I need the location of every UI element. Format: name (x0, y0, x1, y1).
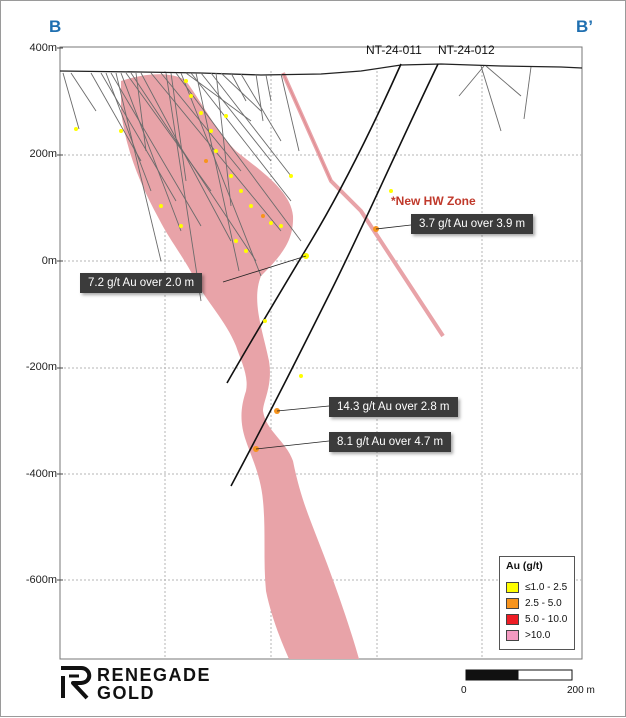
topography-line (59, 63, 583, 76)
drill-hole-nt-24-012 (230, 63, 439, 487)
assay-callout: 7.2 g/t Au over 2.0 m (80, 273, 203, 293)
callout-leaders (222, 224, 412, 450)
scale-start-label: 0 (461, 685, 467, 696)
legend-swatch (506, 629, 519, 641)
legend-item-label: ≤1.0 - 2.5 (525, 581, 568, 593)
logo-text-gold: GOLD (97, 683, 155, 703)
assay-callout: 3.7 g/t Au over 3.9 m (411, 214, 534, 234)
section-start-label: B (49, 17, 62, 36)
y-axis-label: -200m (25, 361, 57, 373)
hw-zone-label: *New HW Zone (391, 194, 476, 208)
legend-item: ≤1.0 - 2.5 (506, 581, 567, 593)
legend-item-label: 5.0 - 10.0 (525, 613, 568, 625)
drill-hole-nt-24-011 (226, 63, 402, 384)
drill-hole-label: NT-24-011 (366, 43, 422, 57)
drill-hole-label: NT-24-012 (438, 43, 495, 57)
legend-item-label: >10.0 (525, 629, 551, 641)
legend-swatch (506, 597, 519, 609)
y-axis-ticks (57, 47, 63, 581)
legend-title: Au (g/t) (506, 560, 543, 572)
legend-item: >10.0 (506, 629, 550, 641)
historic-drill-holes (62, 65, 532, 302)
legend-swatch (506, 581, 519, 593)
y-axis-label: -400m (25, 468, 57, 480)
legend-swatch (506, 613, 519, 625)
y-axis-label: -600m (25, 574, 57, 586)
grade-legend: Au (g/t) ≤1.0 - 2.5 2.5 - 5.0 5.0 - 10.0… (499, 556, 575, 650)
section-end-label: B’ (576, 17, 593, 36)
y-axis-label: 400m (29, 42, 57, 54)
assay-callout: 8.1 g/t Au over 4.7 m (329, 432, 452, 452)
scale-bar (465, 669, 573, 681)
assay-callout: 14.3 g/t Au over 2.8 m (329, 397, 458, 417)
legend-item: 5.0 - 10.0 (506, 613, 567, 625)
y-axis-label: 200m (29, 148, 57, 160)
scale-end-label: 200 m (567, 685, 595, 696)
logo-text-renegade: RENEGADE (97, 665, 212, 685)
ore-zone (121, 74, 359, 659)
legend-item: 2.5 - 5.0 (506, 597, 562, 609)
hw-zone-line (282, 72, 332, 182)
renegade-logo-icon (61, 666, 92, 700)
y-axis-label: 0m (41, 255, 57, 267)
legend-item-label: 2.5 - 5.0 (525, 597, 562, 609)
